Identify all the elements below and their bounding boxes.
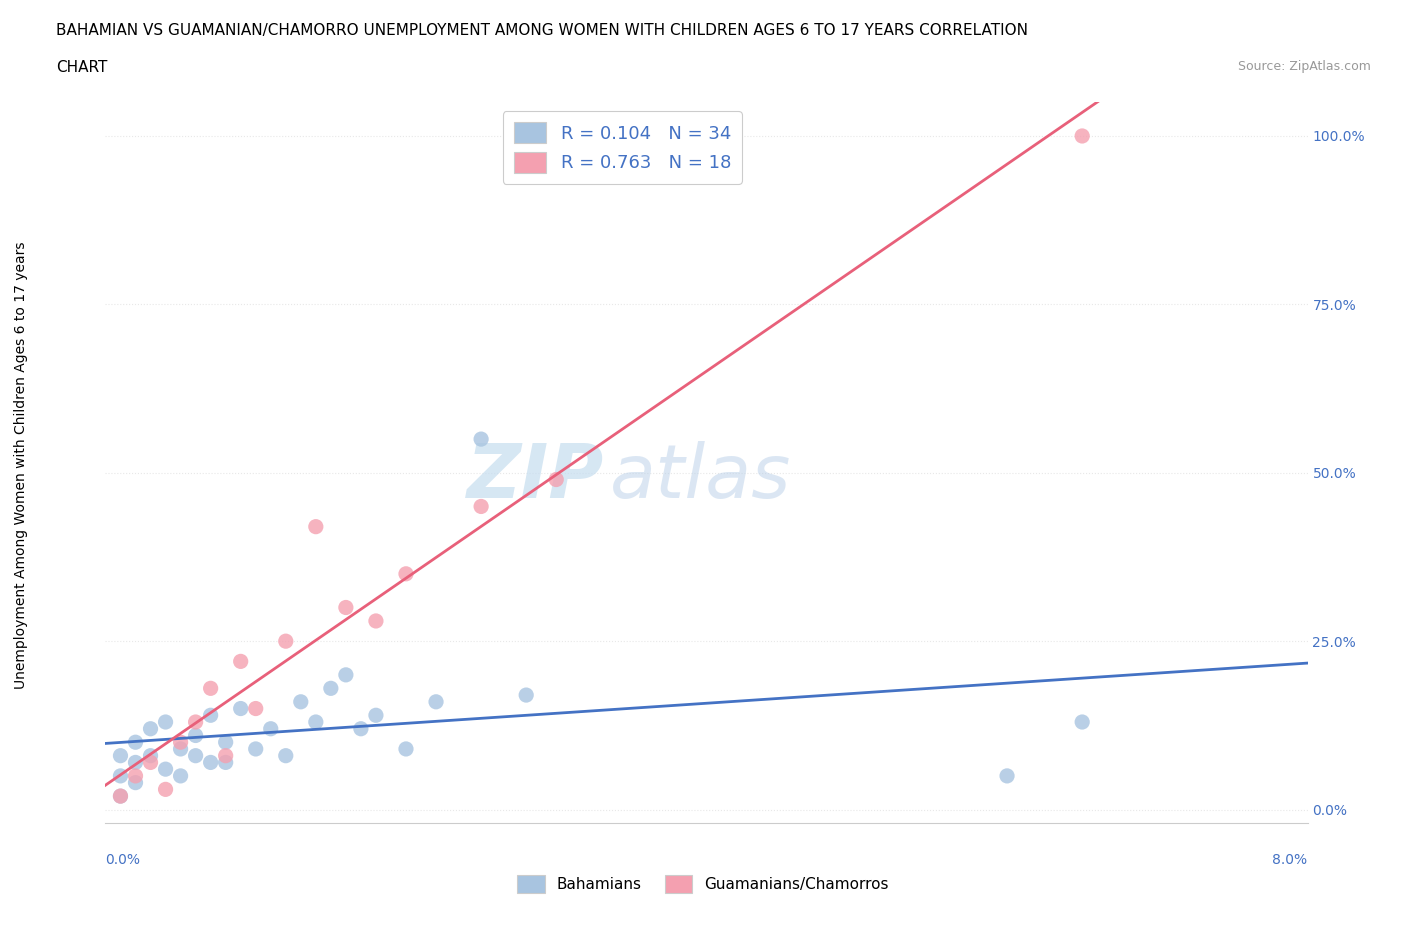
Point [184,714,207,729]
Point [515,687,537,702]
Text: BAHAMIAN VS GUAMANIAN/CHAMORRO UNEMPLOYMENT AMONG WOMEN WITH CHILDREN AGES 6 TO : BAHAMIAN VS GUAMANIAN/CHAMORRO UNEMPLOYM… [56,23,1028,38]
Point [229,654,252,669]
Point [139,755,162,770]
Point [995,768,1018,783]
Point [110,789,132,804]
Point [546,472,568,487]
Point [319,681,342,696]
Point [124,735,146,750]
Legend: Bahamians, Guamanians/Chamorros: Bahamians, Guamanians/Chamorros [510,870,896,899]
Point [260,722,283,737]
Point [200,708,222,723]
Point [110,749,132,764]
Point [229,701,252,716]
Point [169,735,191,750]
Point [110,768,132,783]
Point [245,741,267,756]
Point [200,681,222,696]
Text: 8.0%: 8.0% [1272,853,1308,868]
Point [155,762,177,777]
Point [1071,714,1094,729]
Point [305,519,328,534]
Text: atlas: atlas [610,441,792,513]
Point [1071,128,1094,143]
Point [290,695,312,710]
Point [184,749,207,764]
Point [124,755,146,770]
Point [184,728,207,743]
Point [395,741,418,756]
Point [305,714,328,729]
Point [274,749,297,764]
Text: CHART: CHART [56,60,108,75]
Point [364,708,387,723]
Legend: R = 0.104   N = 34, R = 0.763   N = 18: R = 0.104 N = 34, R = 0.763 N = 18 [503,112,742,184]
Point [200,755,222,770]
Point [155,714,177,729]
Point [124,776,146,790]
Point [470,432,492,446]
Point [364,614,387,629]
Point [395,566,418,581]
Point [335,668,357,683]
Point [214,755,236,770]
Point [470,499,492,514]
Text: 0.0%: 0.0% [105,853,141,868]
Point [169,741,191,756]
Point [214,735,236,750]
Point [245,701,267,716]
Point [124,768,146,783]
Point [214,749,236,764]
Point [139,749,162,764]
Text: Source: ZipAtlas.com: Source: ZipAtlas.com [1237,60,1371,73]
Text: ZIP: ZIP [467,441,605,513]
Point [335,600,357,615]
Point [110,789,132,804]
Point [155,782,177,797]
Point [139,722,162,737]
Point [350,722,373,737]
Point [169,768,191,783]
Point [274,633,297,648]
Point [425,695,447,710]
Text: Unemployment Among Women with Children Ages 6 to 17 years: Unemployment Among Women with Children A… [14,241,28,689]
